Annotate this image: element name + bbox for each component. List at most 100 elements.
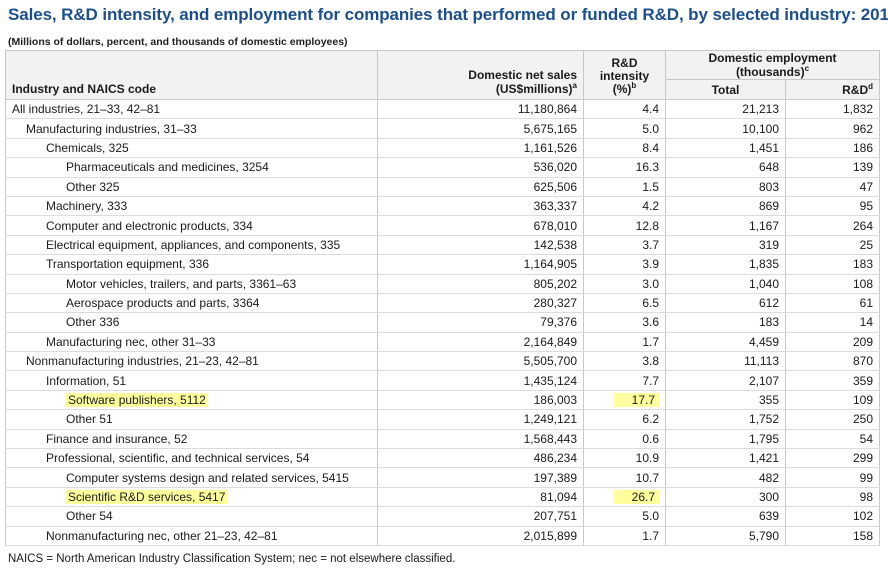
cell-intensity-text: 7.7: [642, 373, 659, 388]
cell-industry-text: Machinery, 333: [46, 199, 128, 214]
cell-sales-text: 1,435,124: [523, 373, 577, 388]
cell-sales-text: 1,164,905: [523, 257, 577, 272]
cell-rd: 1,832: [784, 99, 881, 120]
cell-sales-text: 2,015,899: [523, 528, 577, 543]
cell-sales: 1,164,905: [377, 254, 584, 275]
cell-total-text: 21,213: [742, 102, 779, 117]
cell-intensity-text: 5.0: [642, 121, 659, 136]
cell-rd-text: 870: [852, 354, 874, 369]
cell-total-text: 803: [758, 179, 779, 194]
cell-sales-text: 280,327: [533, 296, 577, 311]
cell-sales-text: 5,505,700: [523, 354, 577, 369]
cell-sales-text: 678,010: [533, 218, 577, 233]
cell-industry-text: Professional, scientific, and technical …: [46, 451, 310, 466]
cell-sales-text: 1,161,526: [523, 140, 577, 155]
cell-total: 612: [665, 293, 786, 314]
table-row: Other 325 625,506 1.5 803 47: [5, 177, 881, 197]
cell-total-text: 648: [758, 160, 779, 175]
cell-total-text: 2,107: [748, 373, 779, 388]
cell-total: 4,459: [665, 332, 786, 353]
cell-rd-text: 186: [852, 140, 874, 155]
cell-sales-text: 1,249,121: [523, 412, 577, 427]
cell-total: 183: [665, 312, 786, 333]
cell-sales-text: 81,094: [540, 490, 577, 504]
header-intensity: R&D intensity (%)b: [583, 50, 666, 100]
cell-total-text: 639: [758, 509, 779, 524]
cell-total: 319: [665, 235, 786, 256]
table-body: All industries, 21–33, 42–81 11,180,864 4.…: [5, 99, 881, 546]
data-table: Industry and NAICS code Domestic net sal…: [5, 50, 881, 546]
cell-industry-text: Nonmanufacturing nec, other 21–23, 42–81: [46, 528, 278, 543]
cell-intensity: 1.5: [583, 177, 666, 197]
cell-total-text: 11,113: [744, 354, 779, 369]
cell-intensity-text: 0.6: [642, 431, 659, 446]
cell-sales-text: 486,234: [533, 451, 577, 466]
cell-total-text: 10,100: [742, 121, 779, 136]
cell-sales-text: 5,675,165: [523, 121, 577, 136]
cell-intensity-text: 3.6: [642, 315, 659, 330]
cell-total: 300: [665, 487, 786, 508]
cell-total: 1,040: [665, 274, 786, 294]
cell-intensity-text: 8.4: [642, 140, 659, 155]
cell-total-text: 1,835: [748, 257, 779, 272]
cell-sales: 11,180,864: [377, 99, 584, 120]
cell-intensity-text: 10.9: [635, 451, 659, 466]
cell-sales-text: 207,751: [533, 509, 577, 524]
cell-sales: 363,337: [377, 196, 584, 217]
cell-industry-text: Other 54: [66, 509, 113, 524]
cell-sales-text: 805,202: [533, 276, 577, 291]
table-row: Electrical equipment, appliances, and co…: [5, 235, 881, 256]
cell-intensity-text: 1.5: [642, 179, 659, 194]
table-row: Chemicals, 325 1,161,526 8.4 1,451 186: [5, 138, 881, 159]
cell-sales: 1,161,526: [377, 138, 584, 159]
cell-industry: Other 325: [5, 177, 378, 197]
cell-sales-text: 11,180,864: [517, 102, 577, 117]
table-row: Computer systems design and related serv…: [5, 467, 881, 488]
cell-sales: 625,506: [377, 177, 584, 197]
cell-industry-text: Manufacturing nec, other 31–33: [46, 334, 216, 349]
cell-rd-text: 962: [852, 121, 874, 136]
cell-total: 21,213: [665, 99, 786, 120]
cell-sales: 280,327: [377, 293, 584, 314]
cell-industry: Manufacturing industries, 31–33: [5, 118, 378, 139]
table-row: Nonmanufacturing industries, 21–23, 42–8…: [5, 351, 881, 372]
cell-total: 11,113: [665, 351, 786, 372]
cell-industry-text: Scientific R&D services, 5417: [66, 490, 228, 504]
cell-rd: 139: [784, 157, 881, 178]
cell-rd-text: 1,832: [842, 102, 874, 117]
cell-intensity: 1.7: [583, 332, 666, 353]
cell-sales-text: 186,003: [533, 393, 577, 408]
cell-total: 5,790: [665, 526, 786, 546]
cell-industry: Pharmaceuticals and medicines, 3254: [5, 157, 378, 178]
table-row: Motor vehicles, trailers, and parts, 336…: [5, 274, 881, 294]
table-row: Manufacturing nec, other 31–33 2,164,849 1…: [5, 332, 881, 353]
cell-intensity: 5.0: [583, 118, 666, 139]
footnote: NAICS = North American Industry Classifi…: [8, 553, 456, 565]
table-row: Other 54 207,751 5.0 639 102: [5, 506, 881, 527]
cell-industry: All industries, 21–33, 42–81: [5, 99, 378, 120]
cell-sales: 1,435,124: [377, 370, 584, 391]
cell-rd-text: 209: [852, 334, 874, 349]
cell-intensity: 1.7: [583, 526, 666, 546]
cell-industry: Computer and electronic products, 334: [5, 215, 378, 236]
table-row: Transportation equipment, 336 1,164,905 3.…: [5, 254, 881, 275]
cell-rd-text: 108: [852, 276, 874, 291]
table-row: Machinery, 333 363,337 4.2 869 95: [5, 196, 881, 217]
cell-rd: 98: [784, 487, 881, 508]
cell-intensity-text: 4.2: [642, 199, 659, 214]
cell-total-text: 300: [758, 490, 779, 504]
cell-total: 2,107: [665, 370, 786, 391]
cell-intensity: 12.8: [583, 215, 666, 236]
cell-industry: Finance and insurance, 52: [5, 429, 378, 450]
cell-intensity: 6.5: [583, 293, 666, 314]
cell-rd: 14: [784, 312, 881, 333]
table-row: Software publishers, 5112 186,003 17.7 355 1…: [5, 390, 881, 411]
cell-intensity-text: 1.7: [642, 528, 659, 543]
cell-total: 803: [665, 177, 786, 197]
cell-industry-text: Other 51: [66, 412, 113, 427]
cell-rd-text: 54: [859, 431, 874, 446]
cell-sales-text: 536,020: [533, 160, 577, 175]
cell-sales-text: 197,389: [533, 470, 577, 485]
cell-sales: 142,538: [377, 235, 584, 256]
cell-industry: Computer systems design and related serv…: [5, 467, 378, 488]
